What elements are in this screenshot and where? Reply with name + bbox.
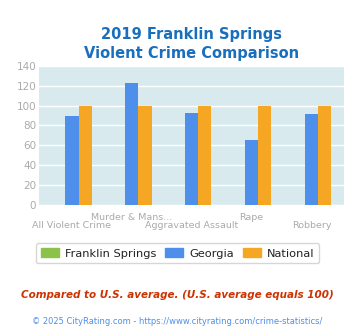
- Text: Aggravated Assault: Aggravated Assault: [145, 221, 238, 230]
- Text: Murder & Mans...: Murder & Mans...: [91, 213, 173, 221]
- Title: 2019 Franklin Springs
Violent Crime Comparison: 2019 Franklin Springs Violent Crime Comp…: [84, 27, 299, 61]
- Text: All Violent Crime: All Violent Crime: [32, 221, 111, 230]
- Bar: [65, 115, 78, 205]
- Bar: [305, 114, 318, 205]
- Text: © 2025 CityRating.com - https://www.cityrating.com/crime-statistics/: © 2025 CityRating.com - https://www.city…: [32, 317, 323, 326]
- Bar: [245, 140, 258, 205]
- Bar: [125, 83, 138, 205]
- Bar: [198, 106, 212, 205]
- Text: Robbery: Robbery: [292, 221, 331, 230]
- Bar: [78, 106, 92, 205]
- Text: Compared to U.S. average. (U.S. average equals 100): Compared to U.S. average. (U.S. average …: [21, 290, 334, 300]
- Bar: [318, 106, 331, 205]
- Bar: [185, 113, 198, 205]
- Bar: [258, 106, 271, 205]
- Bar: [138, 106, 152, 205]
- Text: Rape: Rape: [240, 213, 264, 221]
- Legend: Franklin Springs, Georgia, National: Franklin Springs, Georgia, National: [36, 244, 319, 263]
